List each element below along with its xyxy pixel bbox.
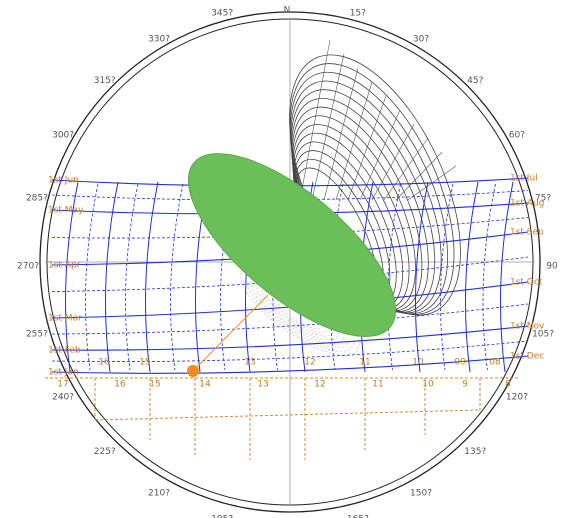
compass-degree: 345? [211, 8, 233, 18]
month-label: 1st Jan [48, 368, 79, 378]
compass-degree: 315? [94, 76, 116, 86]
hour-label: 15 [139, 358, 150, 368]
hour-curve [146, 182, 159, 372]
hour-label: 13 [257, 380, 268, 390]
hour-curve-dashed [126, 184, 139, 370]
hour-label: 8 [505, 380, 511, 390]
hour-label: 11 [359, 358, 370, 368]
mesh-spoke [300, 40, 330, 200]
mesh-spoke [336, 82, 372, 200]
compass-degree: 45? [467, 76, 483, 86]
compass-degree: 285? [26, 194, 48, 204]
hour-label: 09 [454, 358, 466, 368]
hour-label: 08 [489, 358, 501, 368]
compass-degree: 210? [148, 488, 170, 498]
month-label: 1st May [48, 206, 84, 216]
month-label: 1st Oct [510, 278, 543, 288]
hour-curve [466, 182, 479, 372]
month-label: 1st Apr [48, 261, 81, 271]
compass-degree: 90 [546, 262, 558, 272]
hour-label: 16 [98, 358, 110, 368]
compass-degree: 60? [509, 131, 525, 141]
month-label: 1st Aug [510, 199, 544, 209]
north-label: N [284, 6, 291, 16]
mesh-spoke [396, 152, 442, 200]
compass-degree: 300? [52, 131, 74, 141]
month-label: 1st Jul [510, 174, 538, 184]
hour-label: 12 [314, 380, 325, 390]
hour-curve [416, 182, 429, 372]
month-label: 1st Nov [510, 322, 545, 332]
sun-path-diagram: N 15?30?45?60?75?90105?120?135?150?165?1… [0, 0, 563, 518]
compass-degree: 120? [506, 393, 528, 403]
hour-curve-dashed [171, 184, 184, 370]
compass-degree: 195? [211, 515, 233, 518]
compass-degree: 30? [413, 35, 429, 45]
mesh-spoke [324, 68, 358, 200]
hour-label: 15 [149, 380, 160, 390]
hour-label: 11 [372, 380, 383, 390]
sun-ray [193, 295, 268, 371]
compass-degree: 225? [94, 447, 116, 457]
hour-label: 17 [57, 380, 68, 390]
hour-label: 12 [304, 358, 315, 368]
month-label: 1st Dec [510, 352, 544, 362]
hour-label: 10 [422, 380, 434, 390]
mesh-spoke [372, 124, 414, 200]
month-label: 1st Feb [48, 346, 81, 356]
month-label: 1st Sep [510, 228, 544, 238]
hour-label: 13 [244, 358, 255, 368]
ground-base [95, 410, 480, 420]
month-label: 1st Jun [48, 176, 79, 186]
hour-label: 9 [462, 380, 468, 390]
hour-label: 14 [199, 380, 211, 390]
mesh-spoke [312, 54, 344, 200]
hour-label: 16 [114, 380, 126, 390]
sun-position [187, 365, 199, 377]
compass-degree: 240? [52, 393, 74, 403]
compass-degree: 150? [410, 488, 432, 498]
hour-curve-dashed [441, 184, 454, 370]
compass-degree: 270? [17, 262, 39, 272]
compass-degree: 135? [464, 447, 486, 457]
hour-curve [106, 182, 119, 372]
hour-curve-dashed [483, 184, 496, 370]
compass-degree: 330? [148, 35, 170, 45]
hour-label: 10 [412, 358, 424, 368]
compass-degree: 255? [26, 329, 48, 339]
compass-degree: 165? [347, 515, 369, 518]
month-label: 1st Mar [48, 314, 82, 324]
compass-degree: 15? [350, 8, 366, 18]
